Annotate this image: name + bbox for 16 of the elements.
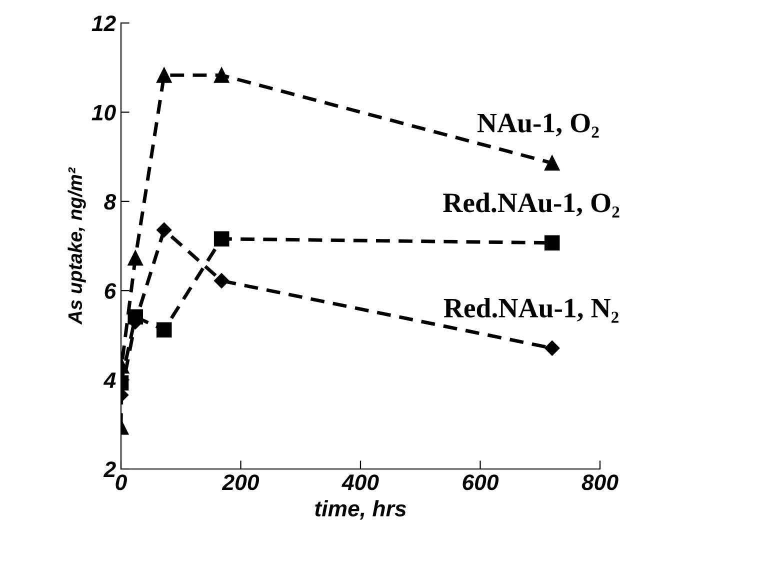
y-tick-label: 12 bbox=[92, 16, 116, 32]
y-tick-label: 2 bbox=[103, 462, 116, 478]
x-tick-label: 400 bbox=[342, 474, 379, 490]
x-tick-label: 0 bbox=[116, 474, 127, 490]
x-tick-label: 600 bbox=[462, 474, 499, 490]
y-tick-label: 8 bbox=[104, 194, 116, 210]
y-tick-label: 10 bbox=[92, 104, 116, 120]
y-tick-label: 6 bbox=[104, 283, 116, 299]
x-axis-title: time, hrs bbox=[315, 500, 406, 520]
y-tick-label: 4 bbox=[103, 372, 116, 388]
series-label: Red.NAu-1, O₂ bbox=[443, 192, 620, 218]
series-label: Red.NAu-1, N₂ bbox=[444, 298, 618, 323]
x-tick-label: 200 bbox=[222, 474, 260, 490]
y-axis-title: As uptake, ng/m² bbox=[68, 167, 86, 325]
series-label: NAu-1, O₂ bbox=[477, 114, 599, 138]
x-tick-label: 800 bbox=[582, 474, 618, 490]
